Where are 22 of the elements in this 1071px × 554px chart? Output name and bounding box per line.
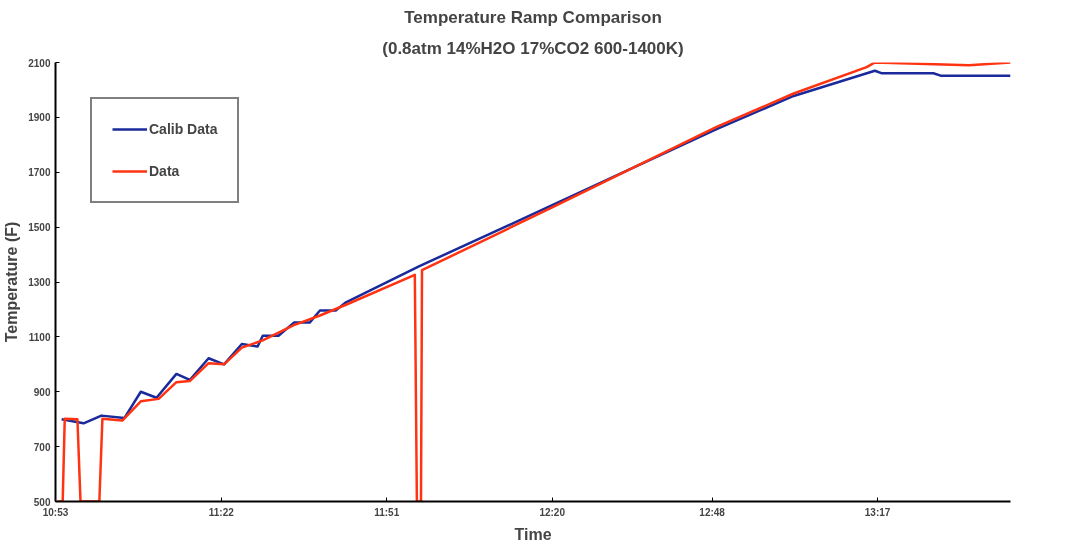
y-tick-label: 500 <box>33 496 51 508</box>
y-tick-label: 1700 <box>28 167 51 179</box>
line-series <box>56 62 1011 502</box>
y-tick-label: 2100 <box>28 57 51 69</box>
x-tick-label: 12:20 <box>539 506 566 518</box>
x-tick-label: 11:51 <box>374 506 400 518</box>
legend-label: Calib Data <box>149 121 218 137</box>
chart-subtitle: (0.8atm 14%H2O 17%CO2 600-1400K) <box>382 38 684 58</box>
x-axis-title: Time <box>514 525 552 543</box>
x-tick-label: 11:22 <box>208 506 235 518</box>
x-tick-label: 13:17 <box>864 506 891 518</box>
chart-title: Temperature Ramp Comparison <box>404 7 662 27</box>
y-axis-title: Temperature (F) <box>3 221 21 343</box>
y-tick-label: 1300 <box>28 277 51 288</box>
y-tick-label: 1100 <box>28 331 51 343</box>
y-tick-label: 700 <box>33 441 51 453</box>
x-tick-label: 10:53 <box>42 506 69 518</box>
legend-label: Data <box>149 163 180 179</box>
y-tick-label: 900 <box>33 386 51 398</box>
x-tick-label: 12:48 <box>699 506 726 518</box>
y-tick-label: 1500 <box>28 222 51 234</box>
y-tick-label: 1900 <box>28 112 51 124</box>
